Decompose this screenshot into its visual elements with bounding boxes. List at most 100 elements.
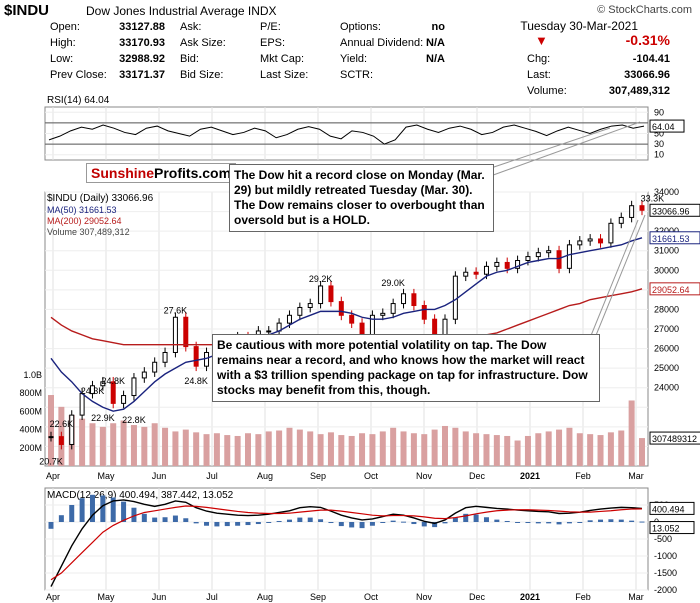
volume-bar (535, 433, 542, 466)
volume-bar (545, 431, 552, 466)
macd-histogram-bar (193, 522, 199, 524)
sctr-label: SCTR: (340, 69, 373, 81)
logo-part2: Profits.com (154, 165, 232, 181)
note2-connector (589, 219, 639, 339)
macd-histogram-bar (546, 522, 552, 524)
macd-histogram-bar (598, 519, 604, 522)
x-tick-label: 2021 (520, 471, 540, 481)
dividend-label: Annual Dividend: (340, 37, 424, 49)
price-annotation: 24.8K (101, 376, 125, 386)
macd-histogram-bar (110, 497, 116, 522)
last-label: Last: (527, 69, 551, 81)
macd-histogram-bar (369, 522, 375, 526)
volume-label: Volume: (527, 85, 567, 97)
volume-bar (276, 430, 283, 466)
volume-bar (576, 433, 583, 466)
price-candle (69, 414, 75, 445)
brand-label[interactable]: © StockCharts.com (597, 4, 692, 16)
macd-histogram-bar (618, 519, 624, 522)
price-title: $INDU (Daily) 33066.96 (47, 193, 154, 204)
note2-connector (589, 214, 646, 351)
date-label: Tuesday 30-Mar-2021 (520, 19, 638, 33)
macd-histogram-bar (608, 519, 614, 522)
price-candle (266, 330, 272, 333)
x-tick-label: Dec (469, 471, 486, 481)
volume-bar (327, 432, 334, 466)
volume-bar (151, 423, 158, 466)
macd-histogram-bar (639, 521, 645, 523)
rsi-y-tick: 30 (654, 139, 664, 149)
macd-histogram-bar (401, 521, 407, 523)
pct-change: -0.31% (625, 32, 670, 48)
price-candle (79, 393, 85, 416)
symbol-title: $INDU (4, 2, 50, 19)
price-candle (463, 271, 469, 277)
rsi-last-box (649, 119, 685, 133)
price-candle (193, 346, 199, 367)
volume-bar (493, 435, 500, 466)
macd-histogram-bar (131, 507, 137, 522)
macd-histogram-bar (100, 495, 106, 522)
macd-y-tick: -1000 (654, 551, 677, 561)
price-candle (328, 285, 334, 303)
volume-bar (120, 420, 127, 466)
macd-last-label: 400.494 (652, 504, 685, 514)
price-candle (618, 216, 624, 224)
asksize-label: Ask Size: (180, 37, 226, 49)
volume-bar (193, 432, 200, 466)
exchange-label: INDX (247, 4, 277, 18)
bidsize-label: Bid Size: (180, 69, 224, 81)
macd-histogram-bar (204, 522, 210, 526)
macd-histogram-bar (421, 522, 427, 527)
pe-label: P/E: (260, 21, 281, 33)
rsi-y-tick: 50 (654, 129, 664, 139)
volume-y-tick: 800M (19, 388, 42, 398)
volume-last-box (649, 431, 700, 445)
volume-bar (224, 435, 231, 466)
x-tick-label: Mar (628, 471, 644, 481)
macd-histogram-bar (183, 518, 189, 522)
macd-title: MACD(12,26,9) 400.494, 387.442, 13.052 (47, 490, 234, 501)
x-tick-label: 2021 (520, 592, 540, 602)
price-last-label: 33066.96 (652, 206, 690, 216)
macd-histogram-bar (577, 522, 583, 523)
price-y-tick: 28000 (654, 304, 679, 314)
volume-bar (504, 435, 511, 466)
macd-histogram-bar (556, 522, 562, 525)
annotation-note-2: Be cautious with more potential volatili… (212, 334, 600, 402)
price-annotation: 22.6K (50, 419, 74, 429)
volume-bar (400, 431, 407, 466)
price-candle (494, 261, 500, 267)
volume-y-tick: 600M (19, 406, 42, 416)
open-label: Open: (50, 21, 80, 33)
macd-histogram-bar (162, 517, 168, 522)
macd-histogram-bar (515, 522, 521, 523)
volume-bar (245, 433, 251, 466)
x-tick-label: Aug (257, 471, 273, 481)
price-candle (172, 316, 178, 353)
price-candle (566, 244, 572, 269)
macd-histogram-bar (172, 515, 178, 522)
note1-connector (484, 127, 611, 171)
price-annotation: 29.2K (309, 274, 333, 284)
price-candle (318, 285, 324, 305)
annotation-note-1: The Dow hit a record close on Monday (Ma… (229, 164, 494, 232)
macd-histogram-bar (141, 513, 147, 522)
rsi-last-label: 64.04 (652, 122, 675, 132)
x-tick-label: Oct (364, 592, 379, 602)
price-candle (504, 261, 510, 269)
macd-histogram-bar (276, 520, 282, 522)
price-y-tick: 32000 (654, 226, 679, 236)
volume-bar (483, 434, 490, 466)
options-value: no (431, 21, 445, 33)
volume-bar (89, 423, 96, 466)
yield-value: N/A (426, 53, 445, 65)
volume-bar (556, 429, 563, 466)
macd-histogram-bar (121, 501, 127, 522)
price-candle (473, 271, 479, 275)
bid-label: Bid: (180, 53, 199, 65)
price-candle (297, 306, 303, 316)
chg-label: Chg: (527, 53, 551, 65)
volume-bar (130, 425, 137, 466)
price-annotation: 24.8K (184, 376, 208, 386)
